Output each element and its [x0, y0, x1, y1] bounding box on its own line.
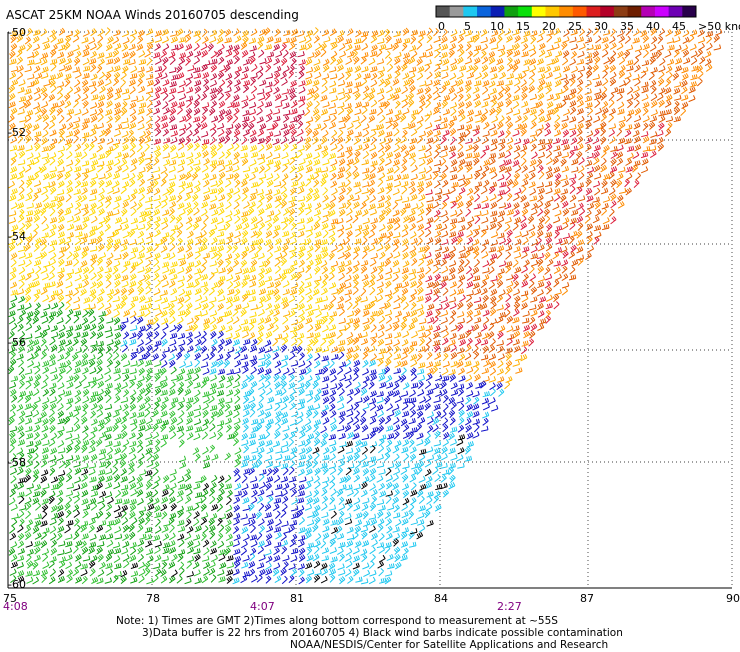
legend-label: 20: [542, 20, 556, 33]
legend-swatch: [600, 6, 615, 17]
latitude-label: -56: [8, 336, 26, 349]
legend-swatch: [477, 6, 492, 17]
legend-swatch: [559, 6, 574, 17]
latitude-label: -54: [8, 230, 26, 243]
legend-swatch: [613, 6, 629, 17]
longitude-label: 87: [580, 592, 594, 605]
legend-swatch: [436, 6, 451, 17]
legend-label: 15: [516, 20, 530, 33]
legend-swatch: [682, 6, 697, 17]
legend-swatch: [668, 6, 683, 17]
legend-label: >50 knots: [698, 20, 740, 33]
legend-swatch: [449, 6, 464, 17]
time-label: 4:07: [250, 600, 275, 612]
latitude-label: -52: [8, 126, 26, 139]
legend-frame: [435, 5, 697, 18]
legend-label: 10: [490, 20, 504, 33]
legend-swatch: [504, 6, 519, 17]
wind-barb-group: [119, 316, 503, 585]
map-title: ASCAT 25KM NOAA Winds 20160705 descendin…: [6, 8, 299, 22]
wind-barb-group: [8, 142, 337, 355]
longitude-label: 78: [146, 592, 160, 605]
longitude-label: 75: [3, 592, 17, 605]
wind-barb-group: [424, 27, 723, 361]
note-line-3: NOAA/NESDIS/Center for Satellite Applica…: [290, 639, 609, 651]
longitude-label: 84: [434, 592, 448, 605]
legend-label: 25: [568, 20, 582, 33]
wind-barb-group: [120, 325, 505, 585]
wind-barb-group: [7, 295, 241, 585]
note-line-2: 3)Data buffer is 22 hrs from 20160705 4)…: [142, 627, 623, 639]
longitude-label: 90: [726, 592, 740, 605]
legend-label: 40: [646, 20, 660, 33]
note-line-1: Note: 1) Times are GMT 2)Times along bot…: [116, 615, 558, 627]
latitude-label: -50: [8, 26, 26, 39]
time-label: 2:27: [497, 600, 522, 612]
legend-label: 45: [672, 20, 686, 33]
wind-barb-group: [8, 27, 713, 383]
legend-swatch: [641, 6, 656, 17]
legend-swatch: [490, 6, 505, 17]
time-label: 4:08: [3, 600, 28, 612]
legend-swatch: [572, 6, 588, 17]
legend-swatch: [586, 6, 601, 17]
wind-barbs: [7, 27, 723, 585]
wind-barb-group: [8, 27, 563, 390]
legend-swatch: [518, 6, 533, 17]
wind-barb-group: [153, 42, 665, 355]
legend-label: 5: [464, 20, 471, 33]
legend-swatch: [654, 6, 670, 17]
legend-label: 0: [438, 20, 445, 33]
longitude-label: 81: [290, 592, 304, 605]
graticule: [7, 31, 733, 589]
wind-barb-group: [9, 434, 466, 584]
legend-swatch: [531, 6, 546, 17]
legend-swatch: [627, 6, 642, 17]
legend-swatch: [463, 6, 478, 17]
wind-barb-group: [153, 43, 306, 146]
latitude-label: -60: [8, 578, 26, 591]
latitude-label: -58: [8, 456, 26, 469]
wind-barb-group: [8, 337, 242, 585]
legend-swatch: [545, 6, 560, 17]
